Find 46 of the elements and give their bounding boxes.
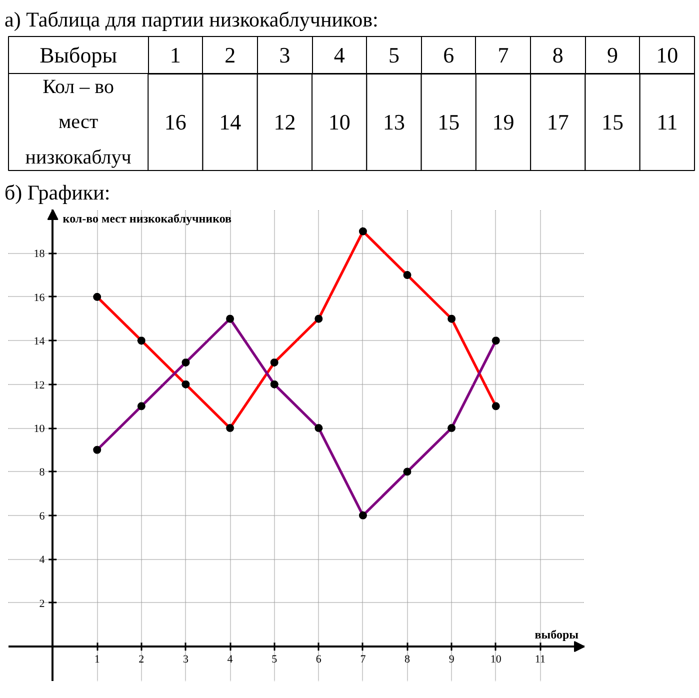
data-label: 17 bbox=[546, 110, 569, 135]
y-tick-label: 14 bbox=[34, 336, 46, 348]
y-tick-label: 18 bbox=[34, 248, 46, 260]
y-tick-label: 10 bbox=[34, 423, 46, 436]
y-tick-label: 6 bbox=[39, 510, 46, 522]
x-tick-label: 10 bbox=[656, 42, 678, 68]
chart-title: а) Таблица для партии низкокаблучников: bbox=[4, 8, 378, 32]
x-tick-label: 4 bbox=[334, 42, 345, 68]
data-label: 15 bbox=[602, 110, 624, 135]
y-tick-label: Кол – во мест низкокаблуч bbox=[25, 76, 132, 168]
x-tick-label: 10 bbox=[490, 654, 502, 666]
y-tick-label: 2 bbox=[39, 598, 45, 610]
x-tick-label: 2 bbox=[224, 42, 236, 68]
x-axis-title: выборы bbox=[534, 628, 580, 642]
x-tick-label: 11 bbox=[534, 654, 546, 666]
x-tick-label: 9 bbox=[607, 42, 618, 68]
y-tick-label: 12 bbox=[34, 379, 45, 392]
data-label: 10 bbox=[328, 110, 350, 135]
x-tick-label: 7 bbox=[498, 42, 509, 68]
x-tick-label: 2 bbox=[138, 654, 144, 666]
chart-title: б) Графики: bbox=[4, 180, 110, 204]
x-tick-label: 7 bbox=[360, 654, 366, 666]
x-tick-label: 5 bbox=[388, 42, 400, 68]
x-tick-label: 5 bbox=[272, 654, 278, 666]
y-axis-title: кол-во мест низкокаблучников bbox=[62, 212, 232, 226]
x-tick-label: 6 bbox=[316, 654, 322, 666]
x-tick-label: 9 bbox=[448, 654, 455, 666]
data-label: 16 bbox=[164, 110, 186, 135]
x-tick-label: 1 bbox=[170, 42, 181, 68]
x-axis-title: Выборы bbox=[40, 42, 118, 68]
x-tick-label: 1 bbox=[94, 654, 100, 666]
y-tick-label: 16 bbox=[34, 292, 46, 304]
data-label: 19 bbox=[492, 110, 514, 135]
data-label: 14 bbox=[219, 110, 242, 135]
x-tick-label: 6 bbox=[443, 42, 454, 68]
y-tick-label: 4 bbox=[39, 554, 46, 566]
x-tick-label: 4 bbox=[227, 654, 234, 666]
x-tick-label: 3 bbox=[279, 42, 290, 68]
y-tick-label: 8 bbox=[39, 466, 46, 479]
data-label: 15 bbox=[438, 110, 460, 135]
data-label: 11 bbox=[656, 110, 678, 135]
x-tick-label: 3 bbox=[182, 654, 189, 666]
x-tick-label: 8 bbox=[552, 42, 564, 68]
data-label: 13 bbox=[382, 110, 405, 135]
data-label: 12 bbox=[274, 110, 296, 135]
x-tick-label: 8 bbox=[404, 654, 411, 666]
